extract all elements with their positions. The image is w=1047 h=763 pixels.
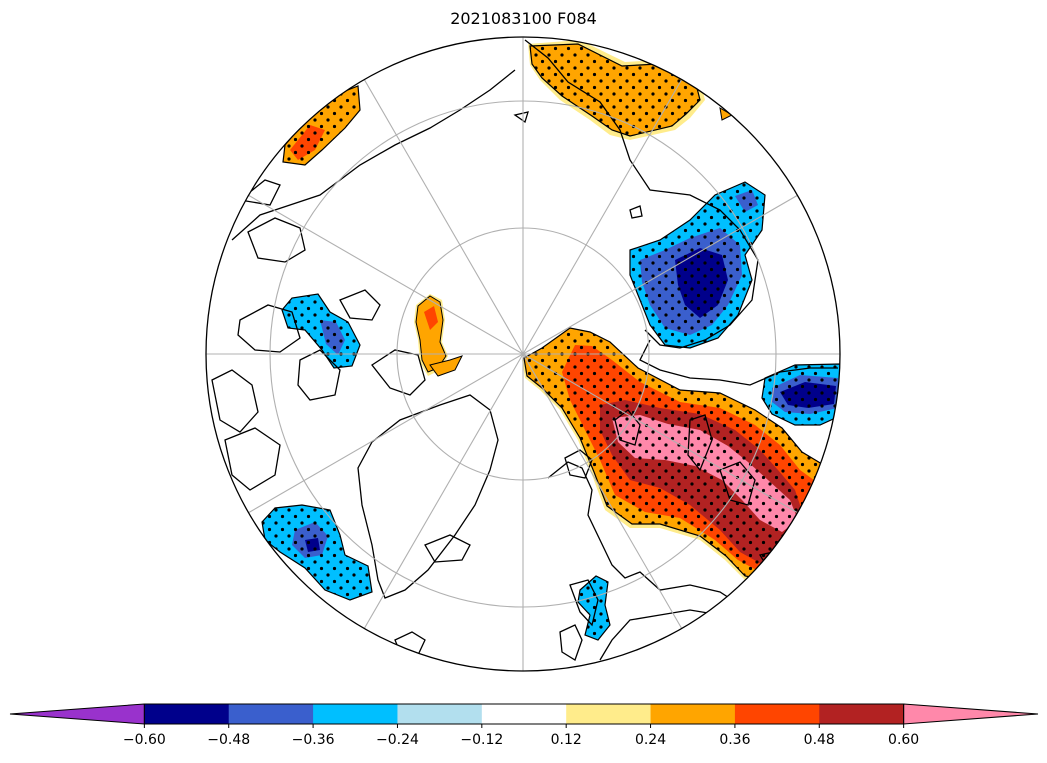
- colorbar-tick-label: 0.24: [635, 732, 666, 748]
- colorbar-under-extension: [9, 703, 145, 725]
- colorbar-tick-label: −0.36: [292, 732, 335, 748]
- map-disk: [206, 37, 840, 671]
- colorbar-bin: [734, 704, 820, 724]
- colorbar-tick-label: −0.48: [207, 732, 250, 748]
- colorbar-tick-label: 0.48: [804, 732, 835, 748]
- colorbar-bin: [313, 704, 398, 724]
- colorbar-bin: [819, 704, 905, 724]
- colorbar-tick-label: −0.60: [123, 732, 166, 748]
- anomaly-region-central-arctic: [414, 294, 463, 377]
- colorbar-over-extension: [903, 703, 1039, 725]
- anomaly-region-caspian: [761, 363, 840, 426]
- anomaly-region-northwest-eurasia: [629, 181, 766, 349]
- colorbar: −0.60 −0.48 −0.36 −0.24 −0.12 0.12 0.24 0.36 0.4…: [9, 703, 1039, 748]
- colorbar-bin: [481, 704, 567, 724]
- map-boundary: [205, 36, 841, 672]
- colorbar-bin: [566, 704, 652, 724]
- colorbar-frame: [143, 703, 905, 725]
- colorbar-bin: [228, 704, 314, 724]
- anomaly-region-lower-left: [261, 504, 373, 601]
- colorbar-tick-label: 0.36: [719, 732, 750, 748]
- colorbar-bin: [397, 704, 483, 724]
- colorbar-tick-label: 0.60: [888, 732, 919, 748]
- anomaly-region-atlantic: [577, 575, 611, 641]
- colorbar-bin: [650, 704, 736, 724]
- map-title: 2021083100 F084: [450, 9, 597, 28]
- colorbar-bin: [144, 704, 230, 724]
- anomaly-region-west-siberia: [522, 327, 840, 585]
- anomaly-fills: [261, 40, 840, 641]
- colorbar-tick-label: −0.12: [460, 732, 503, 748]
- colorbar-tick-label: 0.12: [551, 732, 582, 748]
- graticule: [206, 37, 840, 671]
- anomaly-region-hudson-bay: [281, 293, 361, 369]
- colorbar-tick-label: −0.24: [376, 732, 419, 748]
